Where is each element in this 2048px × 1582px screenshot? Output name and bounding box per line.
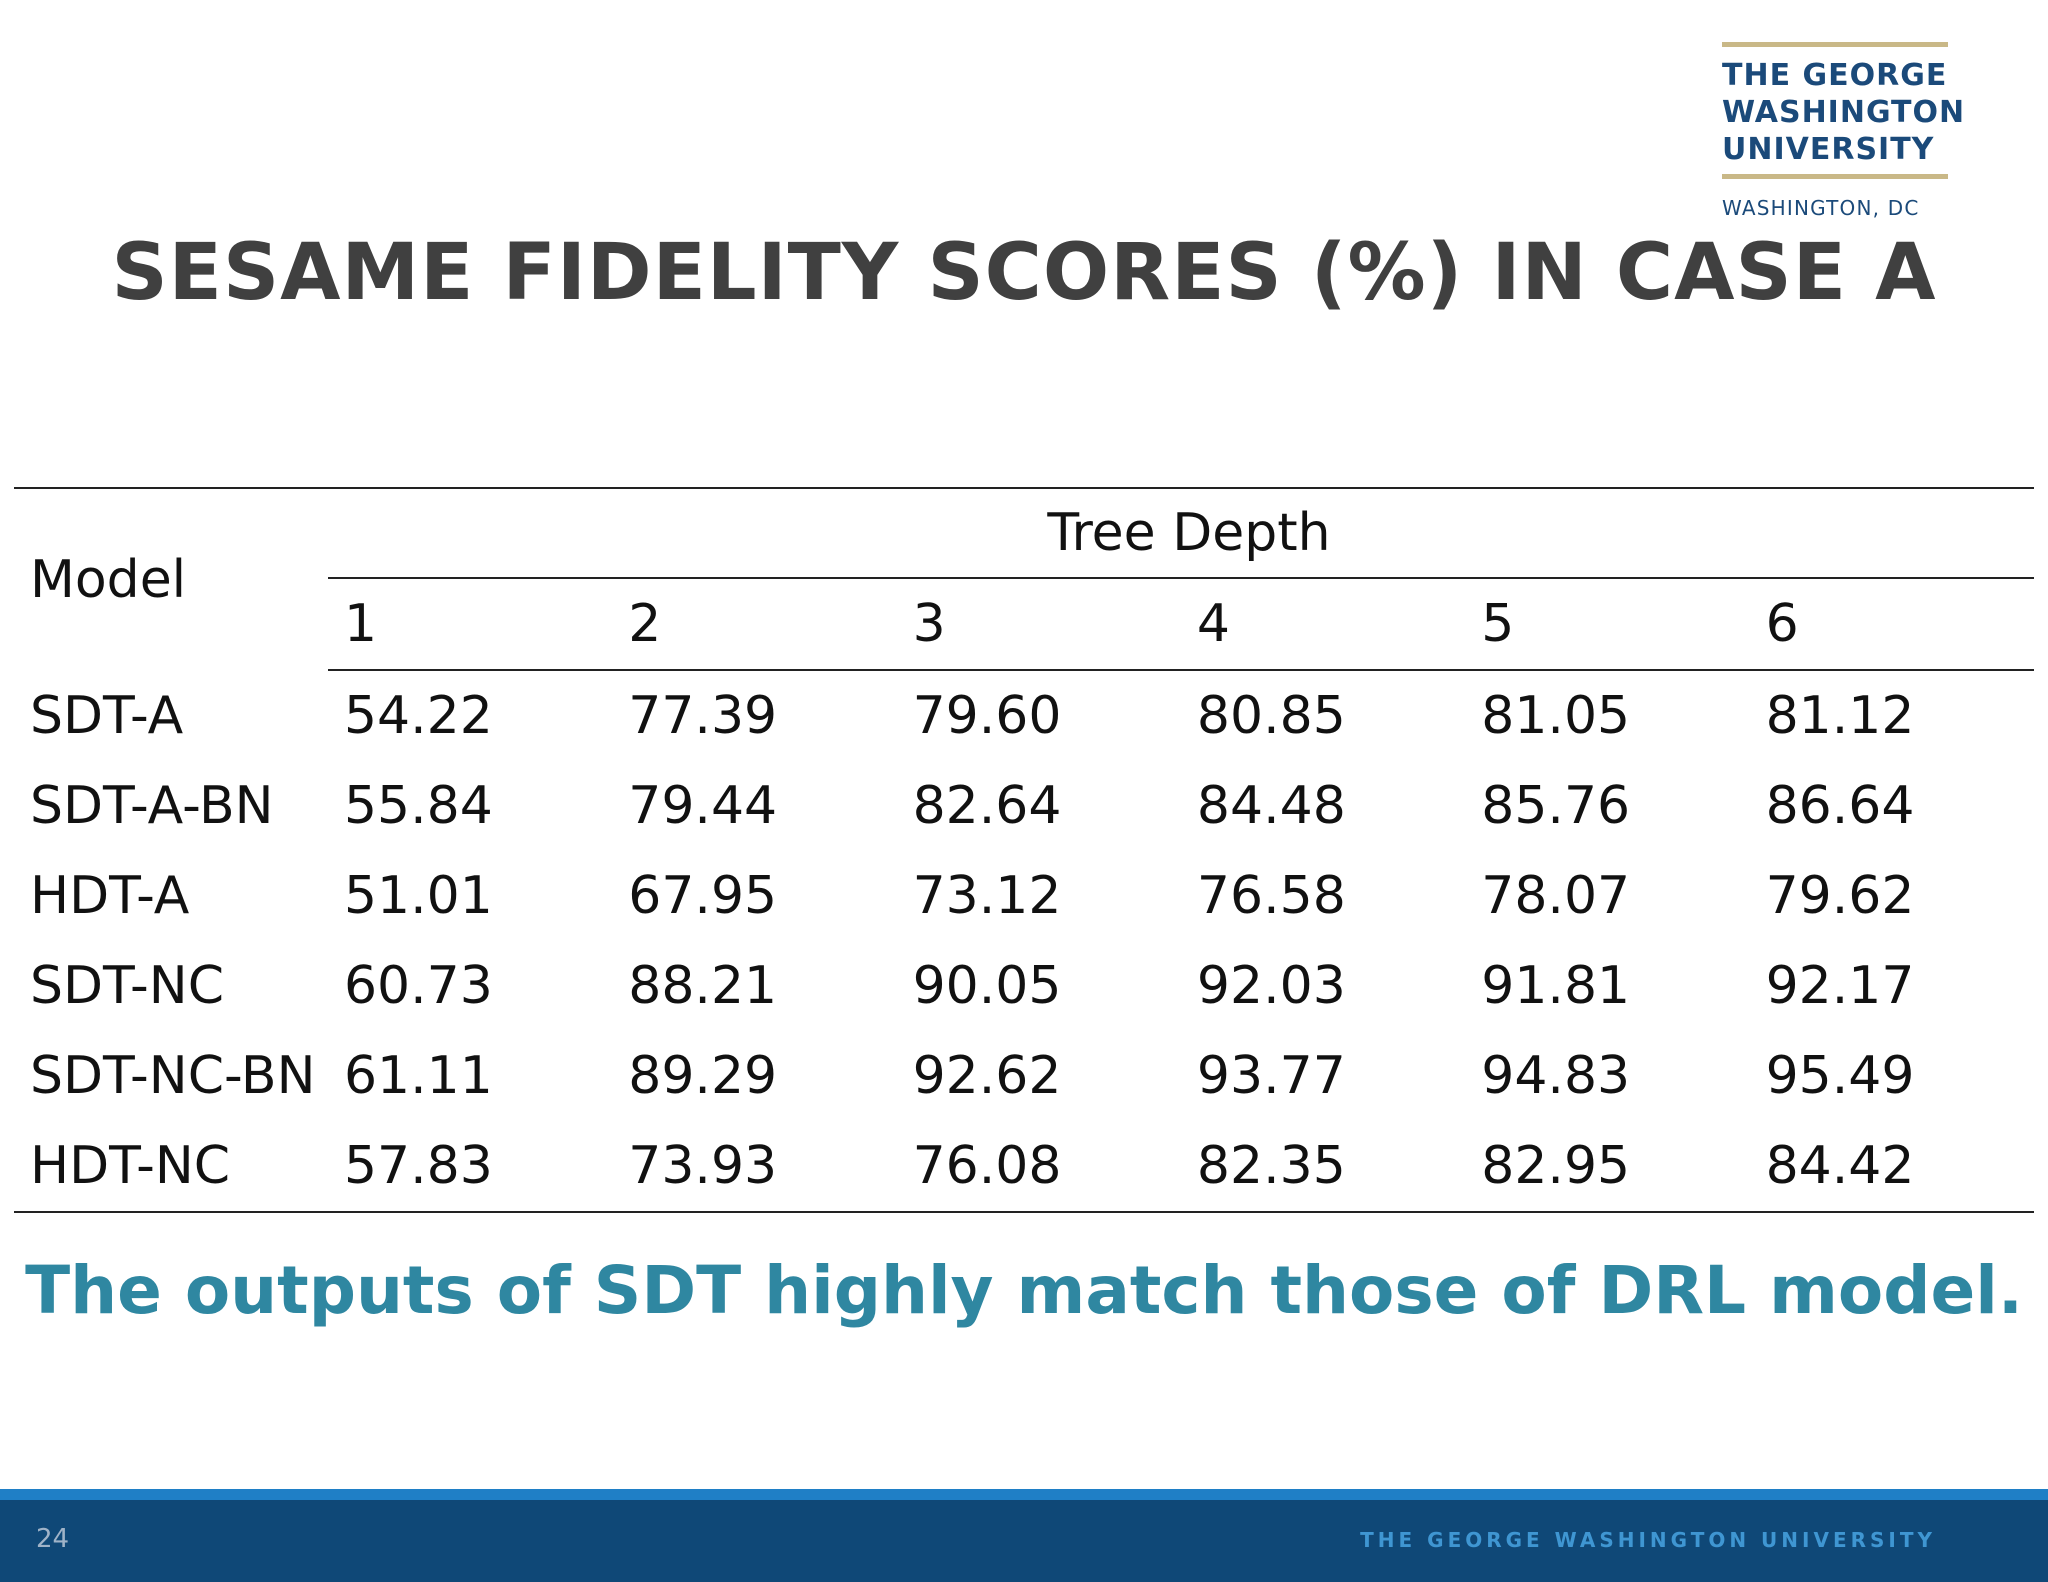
fidelity-table-container: Model Tree Depth 1 2 3 4 5 6 SDT-A 54.22… (14, 487, 2034, 1213)
score-cell: 95.49 (1765, 1046, 1915, 1106)
depth-header: 4 (1180, 578, 1466, 671)
university-logo: THE GEORGE WASHINGTON UNIVERSITY WASHING… (1722, 42, 1966, 221)
score-cell: 76.58 (1196, 866, 1346, 926)
takeaway-text: The outputs of SDT highly match those of… (25, 1252, 2023, 1329)
model-name-cell: SDT-A (30, 685, 184, 746)
score-cell: 79.62 (1765, 866, 1915, 926)
score-cell: 85.76 (1481, 776, 1631, 836)
score-cell: 81.05 (1481, 686, 1631, 746)
score-cell: 79.60 (912, 686, 1062, 746)
footer-accent-stripe (0, 1489, 2048, 1500)
logo-bottom-rule (1722, 174, 1948, 179)
table-header-row: Model Tree Depth (14, 487, 2034, 670)
depth-header-row: 1 2 3 4 5 6 (14, 578, 2034, 671)
score-cell: 93.77 (1196, 1046, 1346, 1106)
table-row: HDT-NC 57.83 73.93 76.08 82.35 82.95 84.… (14, 1121, 2034, 1213)
score-cell: 55.84 (343, 776, 493, 836)
table-row: SDT-NC-BN 61.11 89.29 92.62 93.77 94.83 … (14, 1031, 2034, 1121)
score-cell: 67.95 (628, 866, 778, 926)
depth-header: 3 (896, 578, 1181, 671)
score-cell: 57.83 (327, 1121, 613, 1213)
model-name-cell: SDT-NC (30, 956, 225, 1016)
score-cell: 84.42 (1749, 1121, 2034, 1213)
score-cell: 73.12 (912, 866, 1062, 926)
table-row: SDT-A 54.22 77.39 79.60 80.85 81.05 81.1… (14, 670, 2034, 761)
score-cell: 92.17 (1765, 956, 1915, 1016)
logo-line-1: THE GEORGE (1722, 58, 1948, 93)
fidelity-table: Model Tree Depth 1 2 3 4 5 6 SDT-A 54.22… (14, 487, 2034, 1213)
score-cell: 90.05 (912, 956, 1062, 1016)
score-cell: 81.12 (1765, 686, 1915, 746)
page-number: 24 (36, 1524, 70, 1554)
table-row: HDT-A 51.01 67.95 73.12 76.58 78.07 79.6… (14, 851, 2034, 941)
depth-header: 6 (1749, 578, 2034, 671)
score-cell: 51.01 (343, 866, 493, 926)
model-name-cell: HDT-A (30, 866, 190, 926)
footer-university-name: THE GEORGE WASHINGTON UNIVERSITY (1360, 1528, 1936, 1552)
model-column-header: Model (14, 487, 328, 670)
model-name-cell: HDT-NC (14, 1121, 328, 1213)
score-cell: 77.39 (628, 686, 778, 746)
score-cell: 89.29 (628, 1046, 778, 1106)
score-cell: 54.22 (343, 686, 493, 746)
score-cell: 60.73 (343, 956, 493, 1016)
table-row: SDT-NC 60.73 88.21 90.05 92.03 91.81 92.… (14, 941, 2034, 1031)
score-cell: 94.83 (1481, 1046, 1631, 1106)
logo-line-2: WASHINGTON (1722, 95, 1966, 130)
score-cell: 82.35 (1180, 1121, 1466, 1213)
score-cell: 84.48 (1196, 776, 1346, 836)
depth-header: 5 (1465, 578, 1750, 671)
slide-title: SESAME FIDELITY SCORES (%) IN CASE A (111, 228, 1937, 318)
score-cell: 61.11 (343, 1046, 493, 1106)
logo-line-3: UNIVERSITY (1722, 132, 1935, 167)
score-cell: 82.95 (1465, 1121, 1750, 1213)
score-cell: 80.85 (1196, 686, 1346, 746)
footer-bar: 24 THE GEORGE WASHINGTON UNIVERSITY (0, 1500, 2048, 1582)
depth-header: 1 (327, 578, 613, 671)
depth-header: 2 (612, 578, 897, 671)
score-cell: 78.07 (1481, 866, 1631, 926)
score-cell: 92.03 (1196, 956, 1346, 1016)
logo-city: WASHINGTON, DC (1722, 196, 1920, 220)
score-cell: 92.62 (912, 1046, 1062, 1106)
score-cell: 86.64 (1765, 776, 1915, 836)
table-row: SDT-A-BN 55.84 79.44 82.64 84.48 85.76 8… (14, 761, 2034, 851)
logo-top-rule (1722, 42, 1948, 47)
score-cell: 88.21 (628, 956, 778, 1016)
model-name-cell: SDT-NC-BN (30, 1046, 316, 1106)
tree-depth-header: Tree Depth (327, 487, 2034, 579)
score-cell: 82.64 (912, 776, 1062, 836)
score-cell: 73.93 (612, 1121, 897, 1213)
model-name-cell: SDT-A-BN (30, 776, 274, 836)
score-cell: 91.81 (1481, 956, 1631, 1016)
score-cell: 79.44 (628, 776, 778, 836)
score-cell: 76.08 (896, 1121, 1181, 1213)
